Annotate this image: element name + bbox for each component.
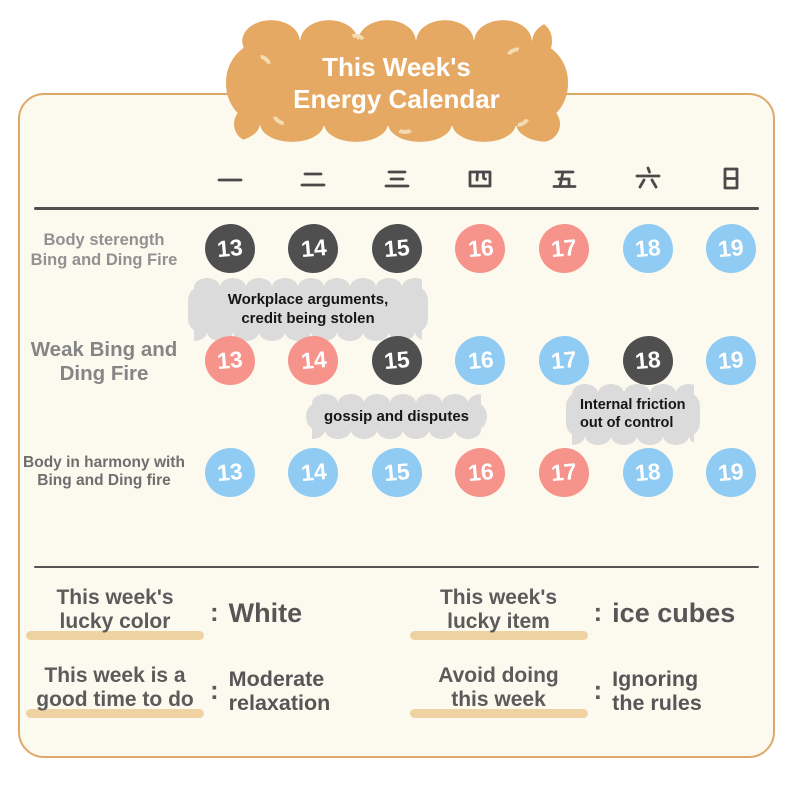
day-circle-15: 15 <box>371 335 422 385</box>
row-label-body-strength: Body sterength Bing and Ding Fire <box>30 230 178 269</box>
weekday-tuesday-icon <box>272 164 356 194</box>
energy-row-harmony: Body in harmony with Bing and Ding fire … <box>20 442 773 566</box>
label-underline <box>26 708 204 718</box>
weekday-thursday-icon <box>439 164 523 194</box>
good-time-item: This week is a good time to do : Moderat… <box>26 664 396 718</box>
lucky-color-value: White <box>228 597 303 628</box>
colon-separator: : <box>593 675 603 706</box>
energy-row-weak-fire: Weak Bing and Ding Fire 13 14 15 16 17 1… <box>20 330 773 445</box>
label-underline <box>409 708 588 718</box>
title-cloud: This Week's Energy Calendar <box>225 20 568 142</box>
day-circle-19: 19 <box>706 447 757 497</box>
day-circle-16: 16 <box>455 447 506 497</box>
weekday-monday-icon <box>188 164 272 194</box>
weekday-sunday-icon <box>689 164 773 194</box>
annotation-internal-friction: Internal friction out of control <box>566 383 700 445</box>
header-divider <box>34 207 759 210</box>
weekday-saturday-icon <box>606 164 690 194</box>
label-underline <box>26 630 204 640</box>
avoid-doing-value: Ignoring the rules <box>612 666 702 715</box>
day-circle-13: 13 <box>204 447 255 497</box>
row-label-harmony: Body in harmony with Bing and Ding fire <box>23 453 185 490</box>
avoid-doing-item: Avoid doing this week : Ignoring the rul… <box>396 664 766 718</box>
day-circle-15: 15 <box>371 447 422 497</box>
colon-separator: : <box>210 675 219 706</box>
day-circle-18: 18 <box>622 447 673 497</box>
avoid-doing-label: Avoid doing this week <box>409 664 588 718</box>
weekly-summary: This week's lucky color : White This wee… <box>20 568 773 718</box>
lucky-item-item: This week's lucky item : ice cubes <box>396 586 766 640</box>
calendar-panel: Body sterength Bing and Ding Fire 13 14 … <box>18 93 775 758</box>
energy-row-body-strength: Body sterength Bing and Ding Fire 13 14 … <box>20 210 773 341</box>
annotation-gossip: gossip and disputes <box>306 393 488 439</box>
day-circle-14: 14 <box>288 223 339 273</box>
colon-separator: : <box>210 597 219 628</box>
lucky-item-label: This week's lucky item <box>409 586 588 640</box>
lucky-color-item: This week's lucky color : White <box>26 586 396 640</box>
day-circle-19: 19 <box>706 335 757 385</box>
day-circle-18: 18 <box>622 335 673 385</box>
lucky-item-value: ice cubes <box>612 597 736 628</box>
day-circle-15: 15 <box>371 223 422 273</box>
day-circle-14: 14 <box>288 335 339 385</box>
page-title: This Week's Energy Calendar <box>293 51 500 115</box>
good-time-label: This week is a good time to do <box>26 664 204 718</box>
day-circle-19: 19 <box>706 223 757 273</box>
good-time-value: Moderate relaxation <box>228 666 331 715</box>
lucky-color-label: This week's lucky color <box>26 586 204 640</box>
cloud-shape <box>225 20 568 142</box>
day-circle-17: 17 <box>539 447 590 497</box>
day-circle-13: 13 <box>204 223 255 273</box>
day-circle-14: 14 <box>288 447 339 497</box>
weekday-friday-icon <box>522 164 606 194</box>
footer-divider <box>34 565 759 568</box>
day-circle-18: 18 <box>622 223 673 273</box>
colon-separator: : <box>593 597 603 628</box>
weekday-header <box>20 151 773 207</box>
day-circle-16: 16 <box>455 223 506 273</box>
day-circle-13: 13 <box>204 335 255 385</box>
annotation-workplace-arguments: Workplace arguments, credit being stolen <box>188 277 428 341</box>
row-label-weak-fire: Weak Bing and Ding Fire <box>30 337 178 386</box>
day-circle-16: 16 <box>455 335 506 385</box>
day-circle-17: 17 <box>539 335 590 385</box>
label-underline <box>409 630 588 640</box>
weekday-wednesday-icon <box>355 164 439 194</box>
day-circle-17: 17 <box>539 223 590 273</box>
